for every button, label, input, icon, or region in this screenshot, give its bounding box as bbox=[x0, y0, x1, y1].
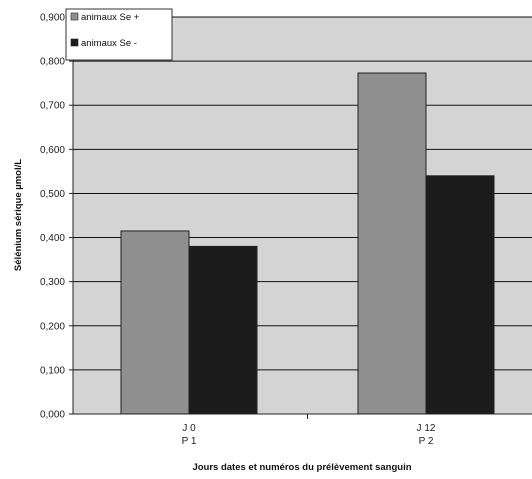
bar-se-plus-1 bbox=[120, 230, 190, 415]
bar-se-plus-2 bbox=[357, 72, 427, 415]
x-categories: J 0 P 1 J 12 P 2 bbox=[182, 414, 436, 447]
y-tick-label: 0,000 bbox=[40, 410, 65, 421]
y-tick-label: 0,400 bbox=[40, 233, 65, 244]
y-tick-label: 0,900 bbox=[40, 13, 65, 24]
legend: animaux Se + animaux Se - bbox=[65, 8, 173, 61]
legend-box bbox=[65, 8, 173, 61]
bar-se-minus-1 bbox=[188, 245, 258, 415]
x-category-sublabel: P 2 bbox=[419, 436, 434, 447]
legend-swatch-se-plus bbox=[70, 12, 79, 21]
y-tick-label: 0,200 bbox=[40, 321, 65, 332]
legend-label-se-plus: animaux Se + bbox=[81, 12, 140, 23]
y-tick-label: 0,700 bbox=[40, 101, 65, 112]
y-axis-title: Sélénium sérique µmol/L bbox=[13, 159, 24, 271]
legend-swatch-se-minus bbox=[70, 38, 79, 47]
legend-label-se-minus: animaux Se - bbox=[81, 38, 137, 49]
x-category-label: J 0 bbox=[182, 423, 196, 434]
y-ticks: 0,000 0,100 0,200 0,300 0,400 0,500 0,600 0,700… bbox=[40, 13, 73, 421]
y-tick-label: 0,800 bbox=[40, 57, 65, 68]
bars bbox=[120, 72, 495, 415]
x-category-sublabel: P 1 bbox=[182, 436, 197, 447]
bar-se-minus-2 bbox=[425, 175, 495, 415]
y-tick-label: 0,100 bbox=[40, 365, 65, 376]
y-tick-label: 0,500 bbox=[40, 189, 65, 200]
x-category-label: J 12 bbox=[417, 423, 436, 434]
y-tick-label: 0,600 bbox=[40, 145, 65, 156]
x-axis-title: Jours dates et numéros du prélèvement sa… bbox=[192, 462, 411, 473]
y-tick-label: 0,300 bbox=[40, 277, 65, 288]
